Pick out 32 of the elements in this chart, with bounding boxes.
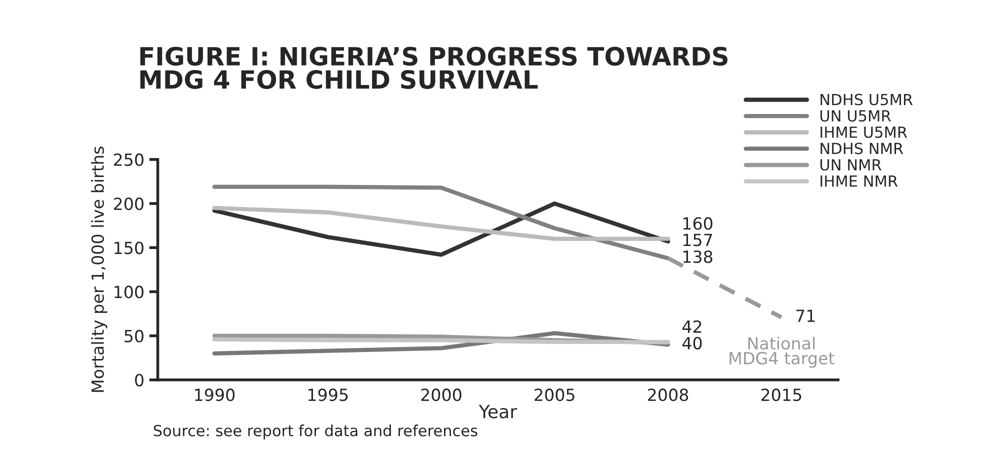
x-tick-label: 2015 (761, 388, 802, 402)
y-tick-label: 100 (114, 286, 144, 298)
line-series (212, 184, 670, 260)
x-axis-title: Year (478, 404, 518, 418)
data-label: 42 (682, 320, 702, 333)
y-axis-title: Mortality per 1,000 live births (91, 146, 108, 392)
y-tick-label: 50 (124, 330, 144, 342)
legend-label: IHME NMR (820, 176, 898, 187)
y-tick-label: 250 (114, 153, 144, 166)
line-series (212, 201, 670, 257)
data-label: 138 (683, 250, 712, 264)
y-tick-label: 0 (135, 374, 144, 386)
legend-label: UN U5MR (820, 110, 891, 122)
legend-label: IHME U5MR (820, 126, 908, 138)
x-tick-label: 2000 (421, 388, 462, 402)
data-label: 157 (683, 234, 712, 246)
data-label: 40 (682, 336, 702, 350)
x-tick-label: 2008 (648, 388, 688, 402)
line-series (212, 206, 670, 241)
source-note: Source: see report for data and references (154, 424, 478, 440)
data-label: 71 (796, 310, 815, 322)
legend-label: NDHS NMR (820, 142, 904, 154)
x-tick-label: 1995 (308, 388, 348, 402)
annotation: National MDG4 target (730, 336, 834, 368)
y-tick-label: 200 (114, 198, 144, 210)
legend-label: UN NMR (820, 159, 882, 171)
x-tick-label: 2005 (534, 388, 574, 402)
legend-label: NDHS U5MR (820, 94, 913, 106)
chart-title: FIGURE I: NIGERIA’S PROGRESS TOWARDS MDG 4 FOR CHILD SURVIVAL (140, 46, 728, 89)
y-tick-label: 150 (114, 242, 144, 254)
data-label: 160 (683, 217, 712, 230)
x-tick-label: 1990 (195, 388, 235, 402)
